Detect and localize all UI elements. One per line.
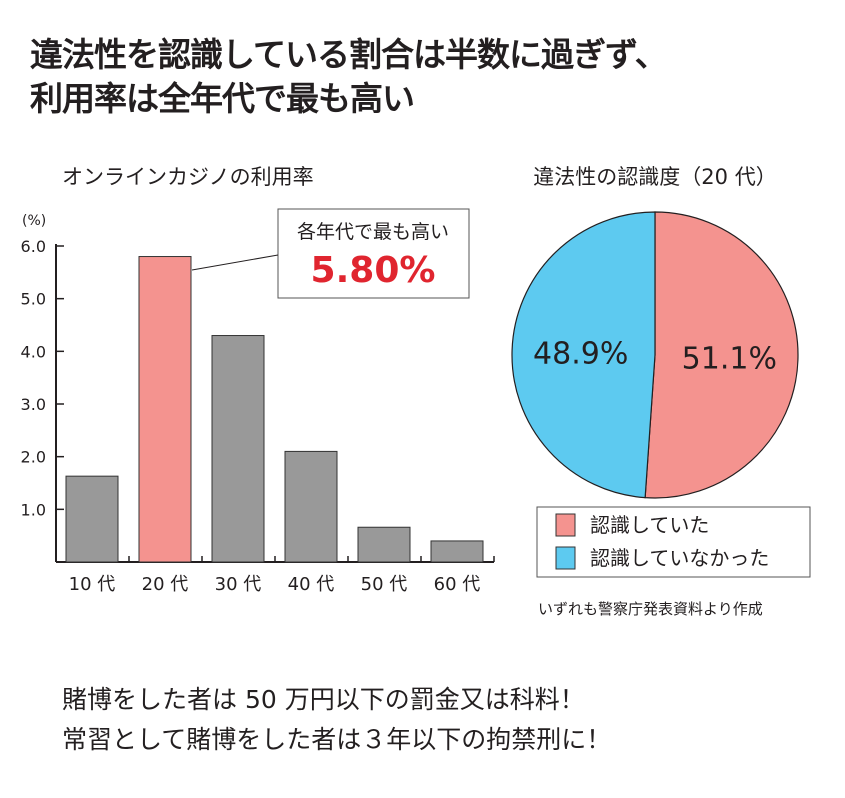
pie-chart-title: 違法性の認識度（20 代） (533, 165, 776, 189)
pie-label-unaware: 48.9% (533, 336, 628, 371)
legend-box (536, 506, 811, 578)
bar-10s (65, 475, 119, 563)
legend-swatch-aware (555, 513, 576, 537)
y-axis-unit: (%) (22, 213, 46, 229)
pie-slice-aware (644, 211, 799, 499)
footer-line2: 常習として賭博をした者は３年以下の拘禁刑に！ (62, 725, 612, 754)
bar-20s (138, 256, 192, 563)
callout-label: 各年代で最も高い (297, 221, 449, 243)
x-tick-label: 40 代 (288, 574, 335, 595)
callout-leader (191, 254, 279, 271)
x-tick-label: 60 代 (434, 574, 481, 595)
bar-40s (284, 450, 338, 563)
source-note: いずれも警察庁発表資料より作成 (538, 600, 763, 618)
headline-line2: 利用率は全年代で最も高い (30, 79, 415, 118)
legend-swatch-unaware (555, 546, 576, 570)
x-tick-label: 10 代 (69, 574, 116, 595)
pie-slice-unaware (511, 211, 656, 499)
legend-label-unaware: 認識していなかった (590, 546, 769, 570)
legend-label-aware: 認識していた (590, 513, 709, 537)
y-tick-label: 5.0 (21, 290, 46, 309)
max-callout: 各年代で最も高い 5.80% (191, 208, 470, 299)
y-tick-label: 4.0 (21, 342, 46, 361)
callout-value: 5.80% (311, 250, 436, 291)
y-tick-label: 6.0 (21, 237, 46, 256)
y-tick-label: 3.0 (21, 395, 46, 414)
y-tick-label: 2.0 (21, 448, 46, 467)
bar-chart-title: オンラインカジノの利用率 (62, 165, 314, 189)
x-tick-label: 20 代 (142, 574, 189, 595)
bar-30s (211, 335, 265, 563)
footer-line1: 賭博をした者は 50 万円以下の罰金又は科料！ (62, 685, 585, 714)
pie-label-aware: 51.1% (682, 342, 777, 377)
pie-legend: 認識していた 認識していなかった (536, 506, 811, 578)
callout-box (277, 208, 470, 299)
y-tick-label: 1.0 (21, 500, 46, 519)
x-tick-label: 30 代 (215, 574, 262, 595)
bar-60s (430, 540, 484, 563)
bar-50s (357, 526, 411, 563)
headline-line1: 違法性を認識している割合は半数に過ぎず、 (30, 35, 668, 74)
x-tick-label: 50 代 (361, 574, 408, 595)
